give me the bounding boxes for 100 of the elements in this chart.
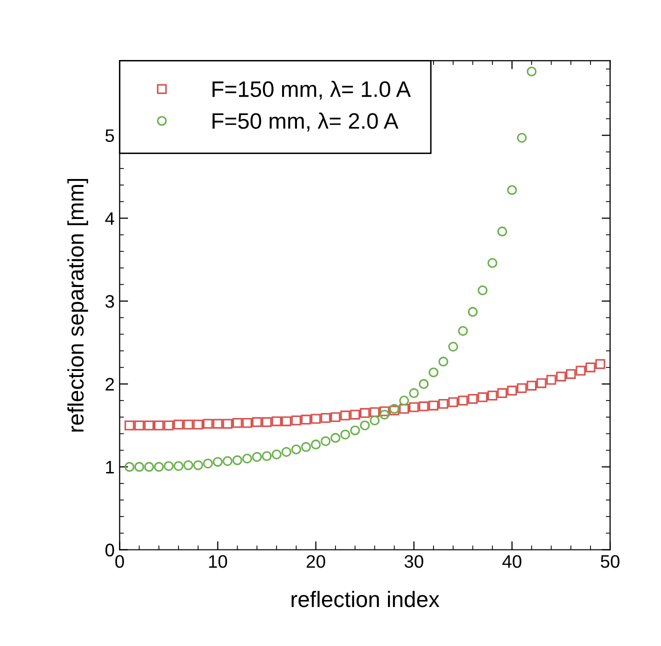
point — [487, 258, 498, 268]
point — [310, 440, 321, 450]
point — [164, 461, 174, 471]
point — [232, 455, 242, 466]
x-axis-title: reflection index — [292, 590, 440, 608]
point — [448, 342, 458, 352]
point — [586, 362, 596, 372]
point — [478, 285, 488, 296]
point — [360, 408, 370, 418]
point — [526, 380, 537, 391]
legend-label: F=50 mm, λ= 2.0 A — [212, 112, 398, 132]
point — [154, 420, 164, 430]
point — [134, 420, 144, 430]
point — [468, 394, 478, 404]
point — [360, 420, 370, 430]
point — [291, 444, 302, 454]
y-tick-label: 2 — [106, 378, 114, 391]
x-tick-label: 30 — [404, 555, 424, 568]
point — [193, 460, 204, 470]
point — [124, 420, 134, 430]
point — [301, 414, 311, 425]
point — [516, 132, 527, 143]
y-tick-label: 3 — [105, 295, 114, 308]
point — [262, 417, 272, 428]
point — [497, 226, 508, 236]
point — [507, 185, 517, 195]
point — [418, 401, 429, 412]
point — [320, 436, 331, 446]
point — [438, 356, 448, 367]
point — [458, 326, 468, 336]
point — [478, 392, 488, 402]
point — [154, 462, 164, 472]
point — [281, 416, 292, 426]
point — [222, 418, 232, 429]
point — [350, 425, 360, 436]
x-tick-label: 0 — [115, 555, 124, 568]
y-tick-label: 5 — [105, 129, 114, 142]
point — [310, 414, 321, 424]
point — [428, 400, 438, 410]
point — [174, 461, 184, 471]
point — [428, 367, 438, 378]
point — [408, 402, 419, 412]
point — [301, 442, 311, 452]
point — [370, 416, 380, 426]
point — [242, 454, 252, 464]
point — [516, 383, 527, 394]
point — [497, 388, 508, 398]
point — [566, 369, 576, 379]
point — [438, 398, 448, 409]
point — [595, 359, 606, 370]
point — [272, 449, 282, 460]
point — [380, 406, 390, 416]
point — [468, 306, 478, 317]
point — [399, 404, 410, 414]
point — [144, 420, 154, 430]
point — [232, 418, 242, 428]
x-tick-label: 50 — [600, 555, 620, 568]
point — [408, 388, 419, 398]
legend-label: F=150 mm, λ= 1.0 A — [212, 80, 411, 100]
point — [330, 432, 340, 443]
point — [576, 366, 586, 376]
point — [281, 447, 292, 457]
point — [212, 418, 223, 429]
point — [380, 410, 390, 420]
point — [536, 378, 546, 388]
point — [458, 396, 468, 406]
point — [242, 418, 252, 428]
y-axis-title: reflection separation [mm] — [67, 178, 88, 432]
point — [340, 410, 350, 420]
y-tick-label: 1 — [106, 460, 114, 474]
point — [350, 410, 360, 420]
point — [183, 420, 194, 430]
point — [418, 379, 429, 389]
y-tick-label: 0 — [105, 544, 114, 556]
x-tick-label: 10 — [209, 555, 228, 568]
point — [202, 458, 213, 468]
point — [252, 417, 262, 428]
point — [183, 460, 194, 470]
point — [222, 456, 232, 466]
point — [507, 386, 517, 396]
point — [556, 372, 566, 382]
point — [212, 456, 223, 467]
point — [193, 420, 204, 430]
point — [164, 420, 174, 430]
point — [340, 430, 350, 440]
point — [144, 462, 154, 472]
x-tick-label: 40 — [502, 555, 522, 568]
point — [291, 416, 302, 426]
point — [262, 451, 272, 462]
point — [174, 420, 184, 430]
point — [487, 390, 498, 401]
point — [370, 407, 380, 418]
point — [546, 374, 556, 385]
y-tick-label: 4 — [105, 212, 114, 225]
point — [526, 66, 537, 76]
point — [124, 462, 134, 472]
x-tick-label: 20 — [306, 555, 326, 568]
point — [202, 418, 213, 429]
point — [320, 413, 331, 423]
point — [448, 397, 458, 408]
